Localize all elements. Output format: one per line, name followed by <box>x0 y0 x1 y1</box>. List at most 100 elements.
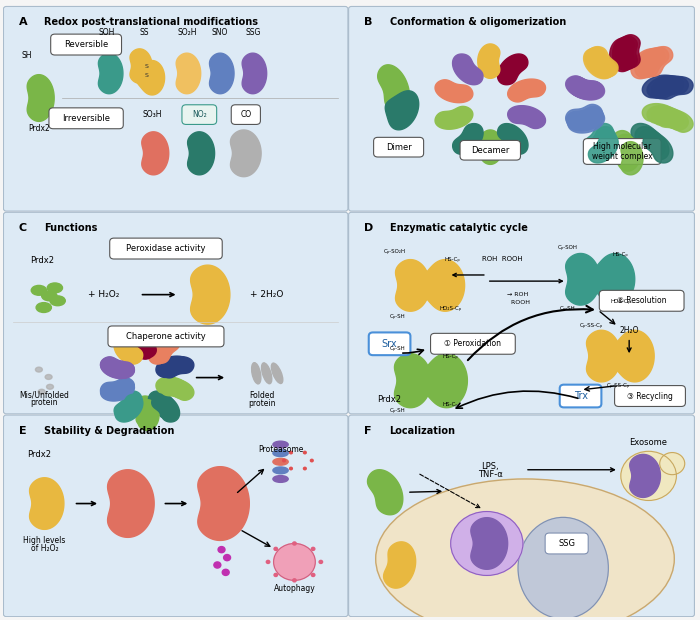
Polygon shape <box>384 542 416 588</box>
Text: Prdx2: Prdx2 <box>377 394 402 404</box>
Text: Prdx2: Prdx2 <box>31 256 55 265</box>
Polygon shape <box>152 394 180 422</box>
Polygon shape <box>584 123 613 153</box>
Text: SO₂H: SO₂H <box>177 28 197 37</box>
FancyBboxPatch shape <box>545 533 588 554</box>
Text: Prdx2: Prdx2 <box>29 124 50 133</box>
FancyBboxPatch shape <box>374 138 424 157</box>
Text: A: A <box>19 17 27 27</box>
Text: ROOH: ROOH <box>507 299 530 304</box>
Circle shape <box>621 451 676 500</box>
Ellipse shape <box>36 303 51 312</box>
Text: Redox post-translational modifications: Redox post-translational modifications <box>44 17 258 27</box>
Text: Conformation & oligomerization: Conformation & oligomerization <box>390 17 566 27</box>
Polygon shape <box>639 130 669 160</box>
Text: Reversible: Reversible <box>64 40 108 49</box>
Polygon shape <box>115 335 143 363</box>
Text: HS-Cₚ: HS-Cₚ <box>613 252 629 257</box>
Polygon shape <box>567 77 604 99</box>
Polygon shape <box>643 133 673 163</box>
Text: Prdx2: Prdx2 <box>27 450 51 459</box>
Text: ROH  ROOH: ROH ROOH <box>482 256 523 262</box>
Polygon shape <box>657 110 693 132</box>
Polygon shape <box>587 130 617 160</box>
Polygon shape <box>481 130 503 164</box>
Text: HO₂S-Cₚ: HO₂S-Cₚ <box>440 306 462 311</box>
Polygon shape <box>508 79 545 102</box>
FancyBboxPatch shape <box>49 108 123 129</box>
FancyBboxPatch shape <box>349 415 694 617</box>
Polygon shape <box>156 377 190 398</box>
Text: SO₃H: SO₃H <box>142 110 162 119</box>
Text: S: S <box>145 64 148 69</box>
Ellipse shape <box>214 562 220 568</box>
Polygon shape <box>588 46 618 76</box>
Polygon shape <box>419 260 465 311</box>
Polygon shape <box>435 107 472 129</box>
Polygon shape <box>498 54 528 85</box>
Ellipse shape <box>266 560 270 564</box>
Polygon shape <box>190 265 230 324</box>
Text: CO: CO <box>240 110 251 119</box>
Text: Cₚ-SO₂H: Cₚ-SO₂H <box>384 249 406 254</box>
Ellipse shape <box>290 467 293 470</box>
Circle shape <box>659 453 685 475</box>
Polygon shape <box>148 337 176 364</box>
Text: → ROH: → ROH <box>508 292 528 297</box>
Text: B: B <box>364 17 372 27</box>
Text: SS: SS <box>139 28 148 37</box>
Polygon shape <box>385 91 419 130</box>
Text: S: S <box>145 73 148 78</box>
Circle shape <box>451 512 523 575</box>
Polygon shape <box>615 36 637 69</box>
Polygon shape <box>114 337 142 364</box>
Polygon shape <box>395 353 431 408</box>
Polygon shape <box>615 135 638 167</box>
Polygon shape <box>242 53 267 94</box>
Ellipse shape <box>222 569 229 575</box>
Text: HS-Cₚ: HS-Cₚ <box>443 402 459 407</box>
Text: High levels: High levels <box>23 536 66 545</box>
Ellipse shape <box>274 574 277 577</box>
Polygon shape <box>610 38 632 71</box>
Ellipse shape <box>273 450 288 456</box>
Text: Proteasome: Proteasome <box>258 445 303 454</box>
Polygon shape <box>148 391 176 419</box>
Polygon shape <box>630 454 660 497</box>
Polygon shape <box>567 108 604 131</box>
Circle shape <box>274 544 315 580</box>
Polygon shape <box>635 48 665 78</box>
Text: NO₂: NO₂ <box>192 110 206 119</box>
Text: HS-Cₚ: HS-Cₚ <box>443 353 459 358</box>
Polygon shape <box>114 391 142 419</box>
Polygon shape <box>101 378 134 399</box>
FancyBboxPatch shape <box>615 386 685 407</box>
Ellipse shape <box>518 517 608 619</box>
Polygon shape <box>101 357 134 378</box>
FancyBboxPatch shape <box>430 334 515 354</box>
Polygon shape <box>585 48 615 78</box>
Polygon shape <box>647 105 683 128</box>
Polygon shape <box>566 104 602 127</box>
Text: Cₚ-SS-Cₚ: Cₚ-SS-Cₚ <box>580 323 603 328</box>
Polygon shape <box>566 76 603 99</box>
Text: HS-Cₚ: HS-Cₚ <box>444 257 460 262</box>
Text: Cₚ-SH: Cₚ-SH <box>390 314 406 319</box>
Text: Cₚ-SH: Cₚ-SH <box>560 306 576 311</box>
Polygon shape <box>209 53 234 94</box>
Text: SSG: SSG <box>245 28 260 37</box>
Polygon shape <box>647 76 683 99</box>
Polygon shape <box>135 61 164 95</box>
Ellipse shape <box>38 389 45 394</box>
Polygon shape <box>395 260 430 311</box>
Polygon shape <box>419 353 468 408</box>
Ellipse shape <box>36 367 43 372</box>
Text: C: C <box>19 223 27 232</box>
Ellipse shape <box>251 363 261 384</box>
Polygon shape <box>608 330 654 382</box>
FancyBboxPatch shape <box>4 212 348 414</box>
Text: of H₂O₂: of H₂O₂ <box>31 544 58 553</box>
Polygon shape <box>657 76 693 99</box>
Polygon shape <box>508 105 545 128</box>
Polygon shape <box>130 49 152 83</box>
